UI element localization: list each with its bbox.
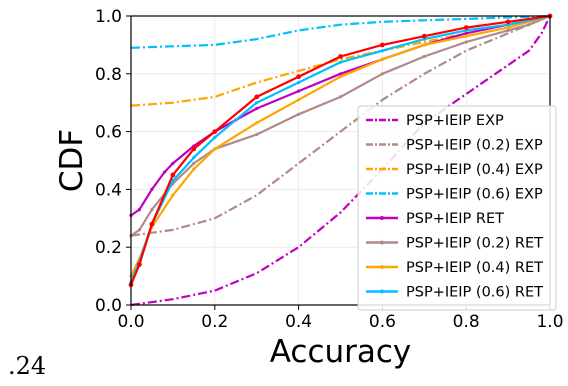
data-point (506, 26, 510, 30)
data-point (255, 121, 259, 125)
data-point (297, 80, 301, 85)
y-tick-label: 1.0 (95, 7, 122, 27)
y-axis-title: CDF (54, 129, 90, 192)
series-line-unlabeled (129, 14, 551, 286)
series-line-psp-ieip-0-2-exp (130, 14, 551, 237)
data-point (421, 33, 427, 39)
data-point (380, 49, 384, 53)
legend-marker (380, 216, 384, 220)
data-point (464, 40, 468, 44)
data-point (150, 208, 154, 212)
data-point (338, 72, 343, 76)
x-tick-label: 0.0 (117, 312, 144, 332)
legend-items: PSP+IEIP EXP PSP+IEIP (0.2) EXP PSP+IEIP (… (366, 113, 543, 301)
legend-item: PSP+IEIP (0.4) RET (366, 260, 543, 276)
legend-label: PSP+IEIP EXP (406, 113, 504, 129)
series-line-psp-ieip-0-6-exp (130, 14, 551, 49)
legend: PSP+IEIP EXP PSP+IEIP (0.2) EXP PSP+IEIP (… (357, 105, 557, 311)
data-point (255, 101, 259, 105)
legend-label: PSP+IEIP (0.6) RET (406, 285, 543, 301)
data-point (338, 95, 343, 99)
series-unlabeled (128, 13, 553, 288)
data-point (162, 170, 167, 174)
legend-item: PSP+IEIP (0.4) EXP (366, 162, 543, 178)
legend-label: PSP+IEIP (0.2) RET (406, 236, 543, 252)
y-tick-label: 0.6 (95, 123, 122, 143)
data-point (338, 75, 343, 79)
data-point (213, 135, 217, 139)
data-point (171, 161, 175, 165)
legend-marker (380, 265, 384, 269)
data-point (380, 57, 384, 61)
data-point (149, 221, 155, 227)
x-tick-label: 0.2 (201, 312, 228, 332)
data-point (150, 187, 154, 191)
data-point (212, 129, 218, 135)
data-point (464, 31, 468, 35)
data-point (171, 179, 175, 183)
data-point (192, 156, 196, 160)
data-point (170, 172, 176, 178)
data-point (422, 54, 426, 59)
legend-item: PSP+IEIP (0.6) RET (366, 285, 543, 301)
legend-label: PSP+IEIP (0.4) RET (406, 260, 543, 276)
corner-note: .24 (8, 352, 47, 380)
data-point (171, 193, 175, 197)
legend-marker (380, 240, 384, 245)
legend-item: PSP+IEIP (0.2) EXP (366, 138, 543, 154)
legend-marker (380, 289, 384, 294)
x-axis-title: Accuracy (270, 334, 412, 370)
data-point (338, 60, 343, 64)
data-point (422, 43, 426, 47)
legend-box (357, 105, 557, 311)
data-point (255, 132, 259, 137)
legend-label: PSP+IEIP (0.4) EXP (406, 162, 543, 178)
y-tick-label: 0.2 (95, 238, 122, 258)
series-line-psp-ieip-0-4-ret (130, 14, 551, 277)
x-tick-label: 0.6 (369, 312, 396, 332)
series-psp-ieip-0-2-exp (130, 14, 551, 237)
x-tick-label: 1.0 (536, 312, 563, 332)
legend-item: PSP+IEIP (0.6) EXP (366, 187, 543, 203)
data-point (297, 98, 301, 102)
data-point (338, 54, 343, 59)
data-point (527, 23, 531, 27)
data-point (137, 228, 141, 232)
data-point (137, 208, 141, 212)
x-tick-label: 0.4 (285, 312, 312, 332)
data-point (192, 161, 196, 165)
y-tick-label: 0.0 (95, 296, 122, 316)
legend-label: PSP+IEIP RET (406, 211, 504, 227)
legend-label: PSP+IEIP (0.6) EXP (406, 187, 543, 203)
data-point (254, 94, 260, 100)
x-tick-label: 0.8 (453, 312, 480, 332)
data-point (213, 147, 217, 151)
data-point (192, 167, 196, 171)
data-point (463, 25, 469, 30)
legend-item: PSP+IEIP RET (366, 211, 504, 227)
series-line-psp-ieip-ret (130, 14, 551, 217)
series-psp-ieip-0-6-exp (130, 14, 551, 49)
data-point (191, 146, 197, 152)
ticks-layer: 0.0 0.2 0.4 0.6 0.8 1.0 0.0 0.2 0.4 0.6 0.8 1.0 (95, 7, 564, 332)
data-point (137, 262, 142, 267)
data-point (380, 42, 385, 48)
y-tick-label: 0.8 (95, 65, 122, 85)
data-point (506, 28, 510, 32)
data-point (297, 112, 301, 116)
data-point (296, 74, 301, 80)
legend-item: PSP+IEIP (0.2) RET (366, 236, 543, 252)
data-point (297, 89, 301, 93)
legend-label: PSP+IEIP (0.2) EXP (406, 138, 543, 154)
y-tick-label: 0.4 (95, 180, 122, 200)
data-point (255, 106, 259, 111)
data-point (505, 19, 511, 25)
legend-item: PSP+IEIP EXP (366, 113, 504, 129)
data-point (464, 34, 468, 38)
data-point (380, 72, 384, 76)
